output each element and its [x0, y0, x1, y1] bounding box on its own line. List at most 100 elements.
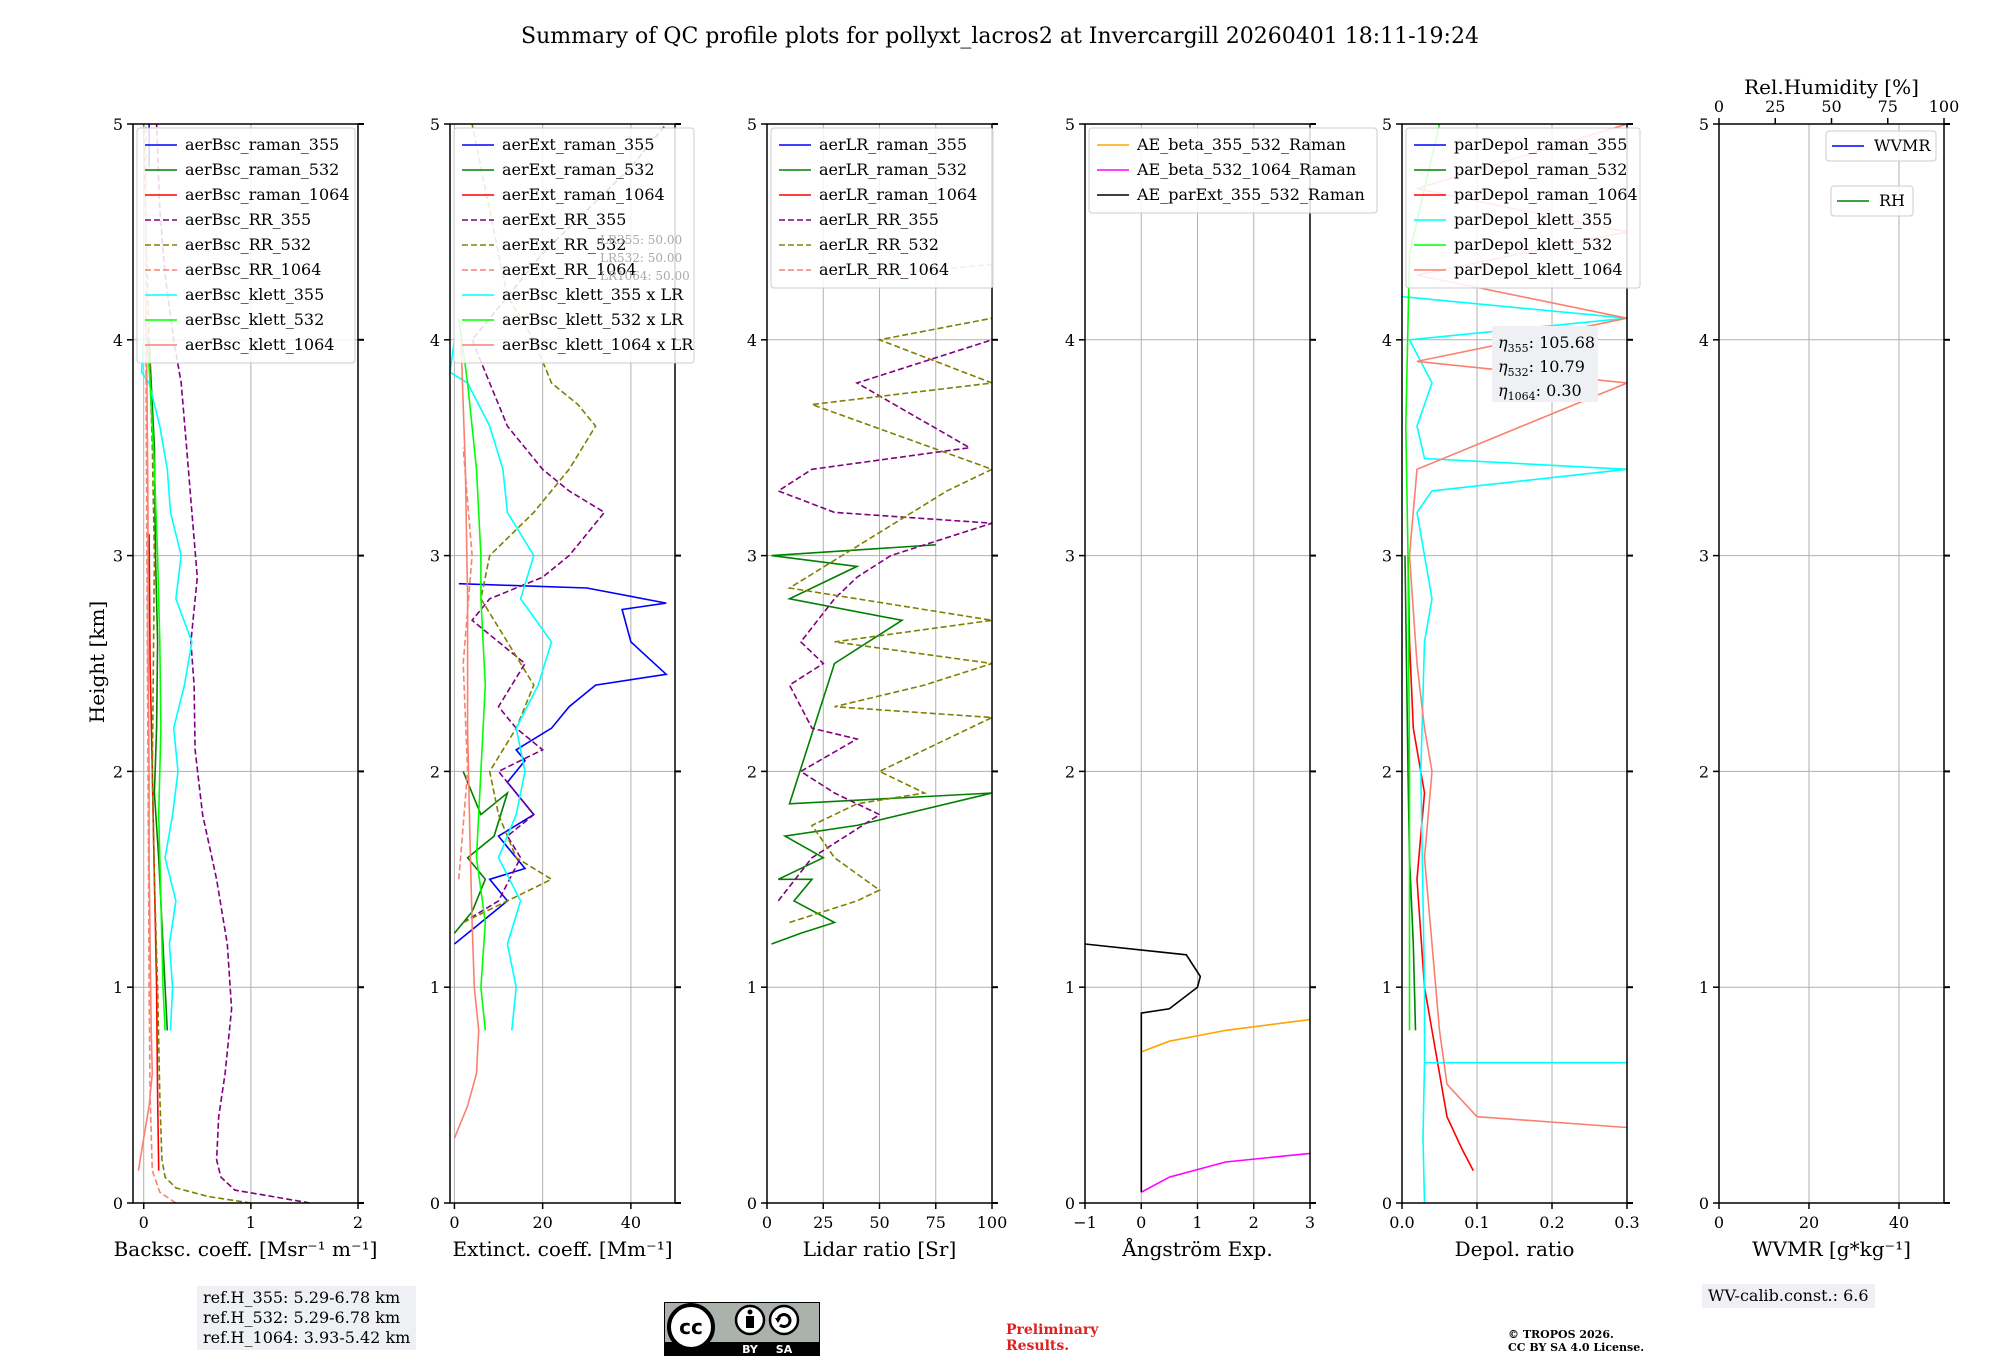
panel-bsc: 0 1 2 0 1 2 3 4 5 Backsc. coeff. [Msr⁻¹ m⁻¹] aerBs… [113, 115, 378, 1261]
x-tick-label: 100 [977, 1213, 1008, 1232]
y-tick-label: 4 [1699, 331, 1709, 350]
x-tick-label: 0 [449, 1213, 459, 1232]
legend-box [1088, 127, 1378, 214]
legend-label: RH [1879, 191, 1905, 210]
legend-label: WVMR [1874, 136, 1931, 155]
y-tick-label: 2 [1382, 762, 1392, 781]
series-line [137, 296, 154, 1171]
wv-calib-box: WV-calib.const.: 6.6 [1702, 1284, 1875, 1308]
reference-height-box: ref.H_355: 5.29-6.78 km ref.H_532: 5.29-… [197, 1286, 417, 1350]
x-tick-label: 0.1 [1464, 1213, 1489, 1232]
lr-355: LR355: 50.00 [600, 233, 682, 247]
legend-label: parDepol_raman_532 [1454, 160, 1627, 179]
cc-text: cc [679, 1315, 703, 1339]
top-tick-label: 50 [1821, 97, 1841, 116]
y-tick-label: 3 [113, 547, 123, 566]
x-axis-label: Extinct. coeff. [Mm⁻¹] [452, 1237, 672, 1261]
preliminary-results-note: Preliminary Results. [1006, 1322, 1098, 1354]
y-tick-label: 3 [747, 547, 757, 566]
legend-label: aerLR_raman_532 [819, 160, 967, 179]
legend: aerLR_raman_355 aerLR_raman_532 aerLR_rama… [770, 127, 994, 289]
sa-text: SA [776, 1343, 793, 1356]
legend: WVMR RH [1825, 130, 1937, 217]
ref-height-1064: ref.H_1064: 3.93-5.42 km [203, 1328, 411, 1347]
series-line [787, 317, 992, 924]
legend-label: aerExt_raman_355 [502, 135, 655, 154]
y-tick-label: 4 [1382, 331, 1392, 350]
legend-label: aerExt_raman_532 [502, 160, 655, 179]
y-tick-label: 3 [1699, 547, 1709, 566]
axes-frame [1401, 123, 1628, 1204]
series-line [776, 339, 992, 902]
x-tick-label: 40 [621, 1213, 641, 1232]
series-line [148, 339, 169, 1031]
series-group [450, 124, 668, 1139]
x-tick-label: 3 [1305, 1213, 1315, 1232]
legend-label: aerExt_RR_355 [502, 210, 626, 229]
x-axis-label: Lidar ratio [Sr] [803, 1237, 957, 1261]
x-tick-label: 1 [1192, 1213, 1202, 1232]
series-line [145, 124, 177, 1203]
y-tick-label: 1 [1065, 978, 1075, 997]
y-tick-label: 0 [1065, 1194, 1075, 1213]
series-line [1141, 1018, 1310, 1053]
y-tick-label: 5 [1065, 115, 1075, 134]
eta-1064: η1064: 0.30 [1498, 381, 1582, 403]
top-tick-label: 0 [1714, 97, 1724, 116]
preliminary-line-2: Results. [1006, 1338, 1070, 1354]
x-axis-label: Backsc. coeff. [Msr⁻¹ m⁻¹] [114, 1237, 378, 1261]
y-tick-label: 5 [1382, 115, 1392, 134]
y-tick-label: 1 [1382, 978, 1392, 997]
x-tick-label: −1 [1073, 1213, 1097, 1232]
legend-label: aerBsc_klett_1064 x LR [502, 335, 694, 354]
sa-share-alike-icon [768, 1304, 800, 1336]
y-tick-label: 2 [1699, 762, 1709, 781]
x-tick-label: 20 [532, 1213, 552, 1232]
legend-label: aerBsc_raman_355 [185, 135, 339, 154]
panel-depol: 0.0 0.1 0.2 0.3 0 1 2 3 4 5 Depol. ratio parDepol_r… [1382, 115, 1641, 1261]
x-tick-label: 75 [926, 1213, 946, 1232]
panel-ext: 0 20 40 0 1 2 3 4 5 Extinct. coeff. [Mm⁻¹] aerExt_… [430, 115, 695, 1261]
y-tick-label: 1 [430, 978, 440, 997]
series-line [1402, 295, 1627, 1203]
x-tick-label: 0 [762, 1213, 772, 1232]
series-line [462, 124, 667, 924]
legend-box [453, 127, 695, 364]
y-tick-label: 2 [747, 762, 757, 781]
axes-frame [449, 123, 676, 1204]
by-text: BY [742, 1343, 759, 1356]
ref-height-355: ref.H_355: 5.29-6.78 km [203, 1288, 401, 1307]
legend-label: aerExt_RR_532 [502, 235, 626, 254]
series-group [771, 263, 992, 945]
y-tick-label: 0 [1382, 1194, 1392, 1213]
cc-by-sa-license-icon: cc BY SA [664, 1302, 820, 1356]
y-tick-label: 4 [430, 331, 440, 350]
copyright-line-1: © TROPOS 2026. [1508, 1328, 1614, 1341]
legend-label: aerBsc_raman_1064 [185, 185, 350, 204]
legend-label: aerBsc_raman_532 [185, 160, 339, 179]
legend-label: parDepol_klett_532 [1454, 235, 1612, 254]
legend-label: aerBsc_RR_1064 [185, 260, 321, 279]
eta-532: η532: 10.79 [1498, 357, 1585, 379]
legend-label: aerBsc_klett_1064 [185, 335, 334, 354]
x-tick-label: 0 [1714, 1213, 1724, 1232]
legend-box [136, 127, 356, 364]
y-tick-label: 5 [113, 115, 123, 134]
lr-1064: LR1064: 50.00 [600, 269, 690, 283]
legend-label: parDepol_raman_1064 [1454, 185, 1638, 204]
y-tick-label: 3 [430, 547, 440, 566]
legend-label: AE_parExt_355_532_Raman [1136, 185, 1365, 204]
legend-label: aerLR_RR_355 [819, 210, 939, 229]
legend-label: aerBsc_klett_355 x LR [502, 285, 684, 304]
series-line [1407, 555, 1475, 1171]
series-line [453, 582, 668, 945]
legend: aerBsc_raman_355 aerBsc_raman_532 aerBsc_r… [136, 127, 356, 364]
x-tick-label: 40 [1889, 1213, 1909, 1232]
y-tick-label: 4 [113, 331, 123, 350]
x-tick-label: 1 [246, 1213, 256, 1232]
legend-label: aerExt_RR_1064 [502, 260, 637, 279]
lr-values: LR355: 50.00 LR532: 50.00 LR1064: 50.00 [600, 233, 690, 283]
wv-calib-constant: WV-calib.const.: 6.6 [1708, 1286, 1869, 1305]
y-tick-label: 5 [747, 115, 757, 134]
